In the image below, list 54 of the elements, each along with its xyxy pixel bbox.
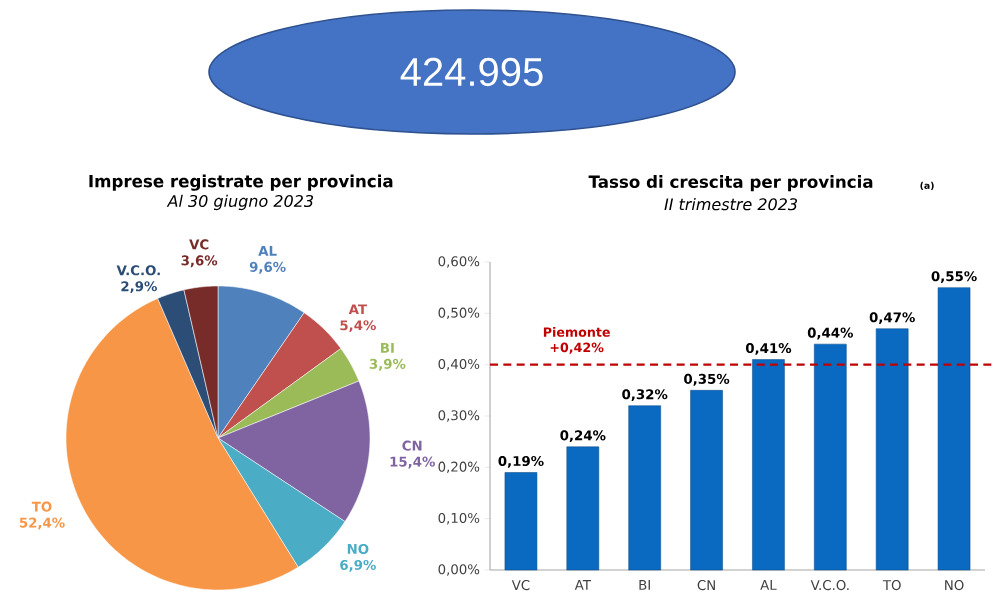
data-label: 5,4% (340, 320, 376, 333)
bar (937, 287, 971, 571)
data-label: 0,24% (560, 430, 606, 443)
slice-label: V.C.O. (116, 265, 160, 276)
data-label: 0,47% (869, 312, 915, 325)
text: (a) (920, 181, 934, 191)
data-label: 2,9% (121, 281, 157, 294)
bar (504, 472, 538, 571)
y-tick-label: 0,00% (438, 564, 480, 576)
y-tick-label: 0,50% (438, 307, 480, 320)
y-tick-label: 0,60% (438, 256, 480, 268)
data-label: 0,44% (807, 327, 854, 340)
data-label: 52,4% (19, 517, 65, 530)
bar (690, 390, 723, 571)
x-tick-label: VC (511, 580, 530, 591)
x-tick-label: CN (697, 580, 715, 591)
data-label: 0,35% (684, 373, 730, 386)
data-label: 3,9% (369, 358, 406, 371)
text: 424.995 (400, 57, 543, 87)
chart-title: Imprese registrate per provincia (89, 174, 393, 191)
y-tick-label: 0,10% (438, 512, 480, 525)
data-label: 9,6% (249, 261, 286, 274)
slice-label: VC (189, 239, 209, 250)
bar (566, 446, 600, 571)
chart-subtitle: Al 30 giugno 2023 (166, 194, 314, 211)
x-tick-label: TO (882, 580, 901, 591)
bar (814, 343, 847, 571)
slice-label: AL (258, 246, 277, 256)
slice-label: BI (381, 343, 394, 353)
slice-label: CN (402, 440, 422, 451)
x-tick-label: AT (574, 580, 591, 590)
slice-label: TO (31, 501, 52, 512)
y-tick-label: 0,30% (438, 410, 480, 422)
data-label: 0,32% (622, 389, 668, 402)
x-tick-label: V.C.O. (810, 580, 849, 591)
data-label: 0,55% (931, 271, 977, 283)
slice-label: NO (347, 543, 369, 554)
ref-line-label: Piemonte +0,42% (543, 327, 610, 354)
data-label: 0,19% (498, 455, 544, 468)
x-tick-label: NO (945, 580, 964, 591)
chart-title: Tasso di crescita per provincia (588, 175, 873, 192)
bar (752, 359, 785, 571)
bar (628, 405, 661, 571)
slice-label: AT (348, 304, 367, 315)
data-label: 15,4% (390, 456, 435, 469)
data-label: 0,41% (745, 343, 792, 355)
chart-subtitle: II trimestre 2023 (664, 197, 798, 211)
bar (875, 328, 909, 571)
x-tick-label: AL (760, 580, 777, 590)
data-label: 6,9% (340, 559, 376, 572)
data-label: 3,6% (181, 255, 218, 268)
y-tick-label: 0,40% (438, 358, 480, 371)
x-tick-label: BI (639, 580, 650, 590)
y-tick-label: 0,20% (438, 461, 480, 474)
